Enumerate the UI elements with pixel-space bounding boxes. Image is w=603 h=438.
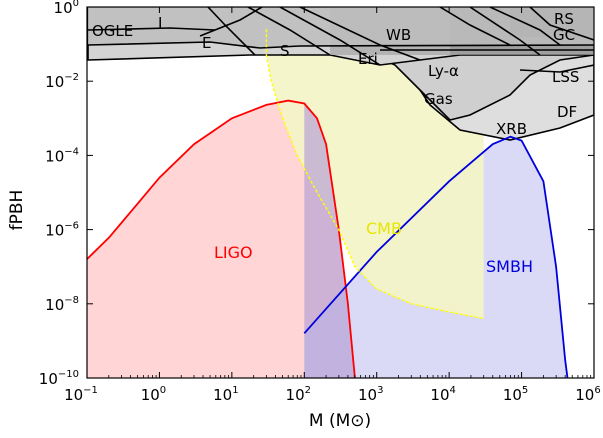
series-line-cmb [265, 29, 484, 320]
series-label-cmb: CMB [366, 219, 402, 238]
label-i: I [158, 14, 162, 32]
microlensing-region [88, 7, 594, 48]
series-label-smbh: SMBH [486, 257, 533, 276]
x-tick-label: 105 [503, 385, 528, 404]
label-ogle: OGLE [92, 22, 133, 40]
label-wb: WB [386, 26, 411, 44]
label-eri: Eri [358, 50, 378, 68]
label-rs: RS [554, 10, 574, 28]
x-tick-label: 104 [430, 385, 455, 404]
y-tick-label: 10−6 [45, 221, 79, 240]
series-line-smbh [303, 135, 569, 378]
label-lss: LSS [552, 68, 579, 86]
overlap-area [304, 103, 355, 378]
y-tick-label: 10−4 [45, 146, 79, 165]
plot-frame [86, 6, 595, 379]
label-gas: Gas [424, 90, 453, 108]
label-xrb: XRB [496, 120, 527, 138]
x-tick-label: 10−1 [64, 385, 98, 404]
x-tick-label: 103 [358, 385, 383, 404]
y-axis-title: fPBH [7, 190, 27, 231]
y-tick-label: 10−2 [45, 72, 79, 91]
x-tick-label: 101 [213, 385, 238, 404]
x-tick-label: 106 [575, 385, 600, 404]
label-e: E [202, 34, 211, 52]
x-axis-title: M (M⊙) [309, 411, 371, 431]
constraint-labels: OGLE I E S Eri WB Ly-α Gas XRB RS GC LSS… [92, 10, 579, 138]
label-gc: GC [553, 26, 575, 44]
top-constraint-regions [87, 7, 594, 141]
label-s: S [280, 42, 290, 60]
label-lya: Ly-α [428, 62, 459, 80]
y-tick-label: 100 [54, 0, 79, 17]
x-tick-label: 102 [286, 385, 311, 404]
area-ligo [87, 100, 355, 378]
series-line-ligo [87, 99, 356, 378]
x-tick-label: 100 [141, 385, 166, 404]
series-label-ligo: LIGO [214, 243, 253, 262]
y-tick-label: 10−8 [45, 295, 79, 314]
label-df: DF [557, 103, 577, 121]
